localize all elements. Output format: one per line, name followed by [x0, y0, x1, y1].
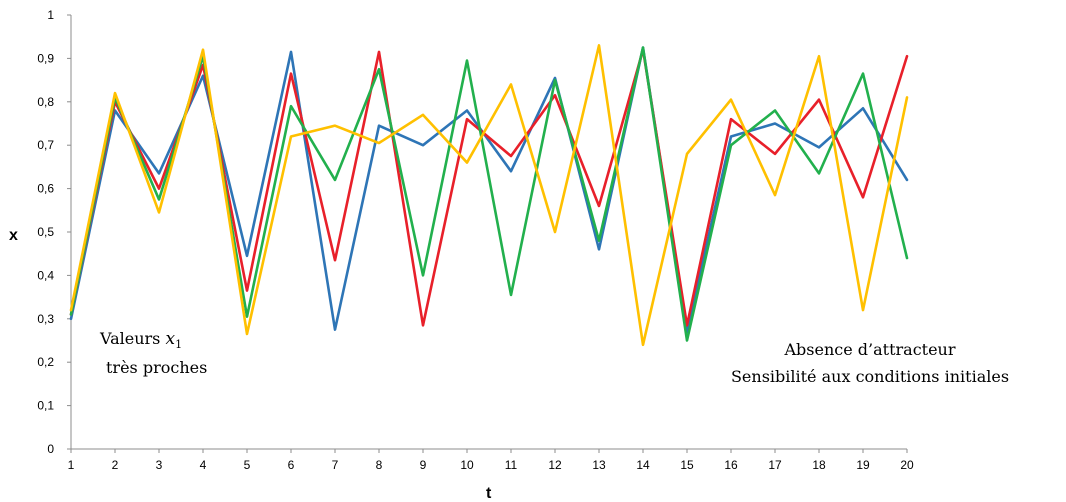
y-tick-label: 0: [47, 442, 54, 456]
x-tick-label: 11: [505, 458, 518, 472]
annotation-left-line2: très proches: [106, 358, 207, 377]
annotation-left: Valeurs x1 très proches: [99, 329, 207, 377]
series-group: [69, 44, 909, 347]
annotation-right-line1: Absence d’attracteur: [783, 340, 955, 359]
x-tick-label: 13: [592, 458, 606, 472]
y-tick-label: 1: [47, 8, 54, 22]
x-tick-label: 1: [68, 458, 75, 472]
x-tick-label: 14: [636, 458, 650, 472]
annotation-right-line2: Sensibilité aux conditions initiales: [731, 367, 1009, 386]
series-line-1: [69, 46, 909, 334]
x-tick-label: 3: [156, 458, 163, 472]
annotation-left-line1: Valeurs x1: [99, 329, 182, 351]
x-tick-label: 2: [112, 458, 119, 472]
x-tick-label: 12: [548, 458, 562, 472]
annotation-right: Absence d’attracteur Sensibilité aux con…: [731, 340, 1009, 386]
x-tick-label: 19: [856, 458, 870, 472]
x-tick-label: 5: [244, 458, 251, 472]
y-tick-label: 0,2: [37, 355, 54, 369]
x-tick-label: 20: [900, 458, 914, 472]
x-tick-label: 9: [420, 458, 427, 472]
x-tick-label: 4: [200, 458, 207, 472]
x-tick-label: 16: [724, 458, 738, 472]
y-tick-label: 0,7: [37, 138, 54, 152]
y-tick-label: 0,6: [37, 182, 54, 196]
y-tick-label: 0,1: [37, 399, 54, 413]
y-tick-label: 0,9: [37, 51, 54, 65]
series-line-4: [69, 44, 909, 347]
x-axis-label: t: [486, 485, 492, 502]
x-ticks: 1 2 3 4 5 6 7 8 9 10 11 12 13 14 15 16 17 18 19 20: [68, 449, 914, 472]
y-tick-label: 0,5: [37, 225, 54, 239]
y-tick-label: 0,8: [37, 95, 54, 109]
x-tick-label: 8: [376, 458, 383, 472]
y-ticks: 0 0,1 0,2 0,3 0,4 0,5 0,6 0,7 0,8 0,9 1: [37, 8, 71, 456]
x-tick-label: 10: [460, 458, 474, 472]
x-tick-label: 17: [768, 458, 782, 472]
y-tick-label: 0,4: [37, 268, 54, 282]
x-tick-label: 15: [680, 458, 694, 472]
y-axis-label: x: [9, 227, 18, 244]
x-tick-label: 6: [288, 458, 295, 472]
x-tick-label: 18: [812, 458, 826, 472]
y-tick-label: 0,3: [37, 312, 54, 326]
x-tick-label: 7: [332, 458, 339, 472]
